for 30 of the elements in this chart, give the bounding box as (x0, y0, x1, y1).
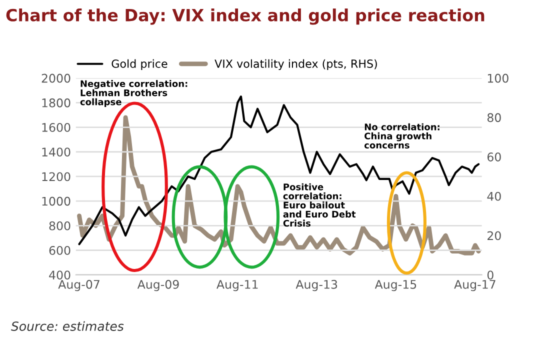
y-tick-label: 600 (49, 246, 70, 255)
x-tick-label: Aug-07 (58, 280, 100, 292)
y2-tick-label: 0 (487, 270, 494, 280)
y-tick-label: 1600 (42, 123, 70, 132)
x-tick-label: Aug-11 (216, 280, 258, 292)
x-tick-label: Aug-13 (296, 280, 338, 292)
y2-tick-label: 100 (488, 74, 508, 83)
y-tick-label: 1400 (42, 148, 70, 157)
annotation: No correlation: China growth concerns (364, 123, 440, 149)
legend-label: VIX volatility index (pts, RHS) (214, 59, 377, 70)
x-tick-label: Aug-15 (374, 280, 416, 292)
annotation: Positive correlation: Euro bailout and Euro Debt Crisis (283, 183, 356, 227)
annotation: Negative correlation: Lehman Brothers collapse (80, 80, 188, 108)
x-tick-label: Aug-09 (137, 280, 179, 292)
y2-tick-label: 60 (487, 152, 501, 162)
y-tick-label: 1000 (42, 196, 70, 206)
y-tick-label: 800 (49, 221, 70, 230)
y2-tick-label: 80 (487, 113, 501, 122)
y2-tick-label: 40 (487, 192, 501, 201)
line-series (77, 115, 481, 256)
line-series (78, 95, 480, 246)
y-tick-label: 1200 (42, 172, 70, 182)
y2-tick-label: 20 (488, 231, 501, 240)
legend-label: Gold price (112, 59, 168, 70)
source-note: Source: estimates (11, 321, 124, 331)
y-tick-label: 1800 (42, 98, 70, 108)
x-tick-label: Aug-17 (454, 280, 496, 292)
chart-title: Chart of the Day: VIX index and gold price reaction (6, 8, 484, 25)
y-tick-label: 400 (49, 270, 70, 280)
y-tick-label: 2000 (42, 74, 70, 83)
